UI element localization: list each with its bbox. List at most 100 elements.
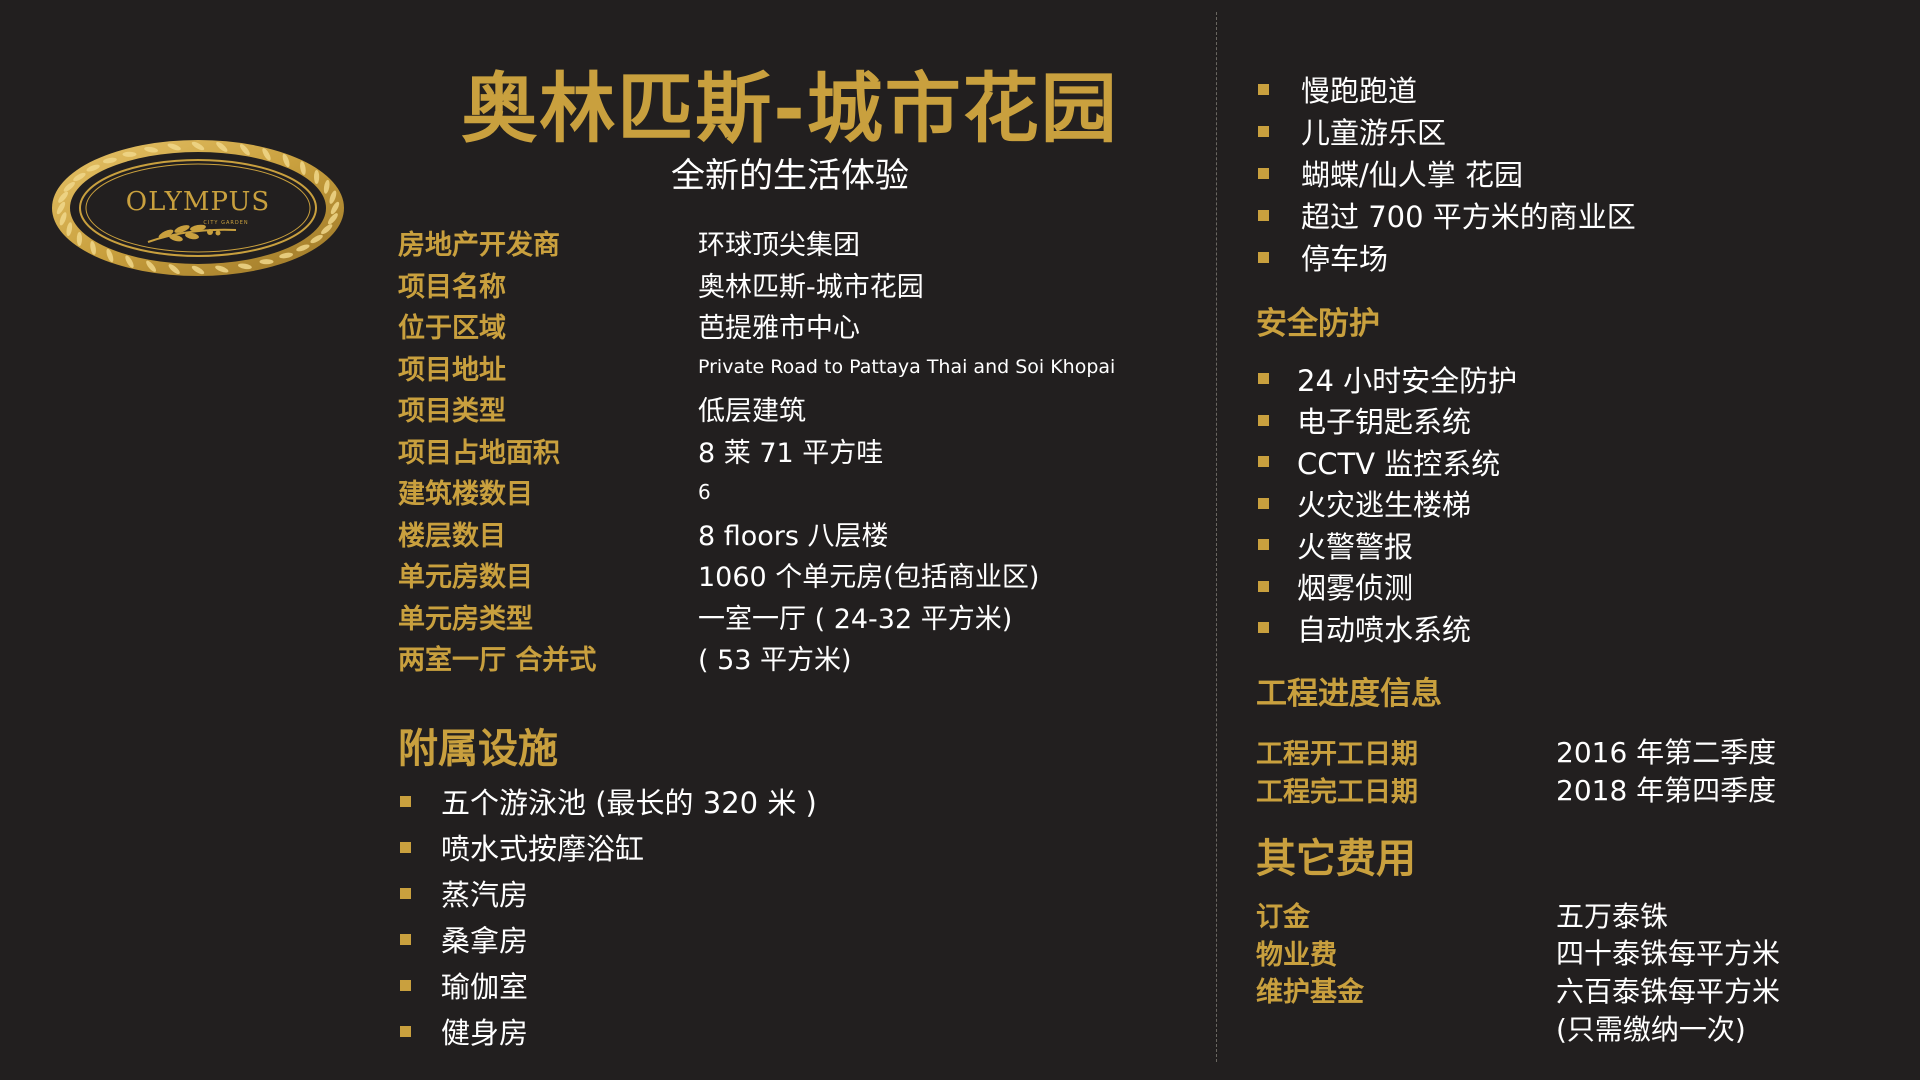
progress-label: 工程开工日期 bbox=[1256, 738, 1418, 770]
laurel-leaf bbox=[125, 255, 134, 268]
bullet-icon bbox=[400, 795, 411, 807]
olympus-logo: OLYMPUS CITY GARDEN bbox=[48, 136, 348, 281]
laurel-leaf bbox=[76, 232, 83, 246]
bullet-icon bbox=[400, 933, 411, 945]
laurel-leaf bbox=[237, 263, 252, 270]
info-label: 两室一厅 合并式 bbox=[398, 645, 597, 677]
list-item: 电子钥匙系统 bbox=[1258, 400, 1517, 442]
laurel-leaf bbox=[329, 190, 337, 204]
page-subtitle: 全新的生活体验 bbox=[671, 156, 909, 196]
fees-table: 订金 五万泰铢 物业费 四十泰铢每平方米 维护基金 六百泰铢每平方米 bbox=[1256, 896, 1780, 1009]
progress-value: 2016 年第二季度 bbox=[1556, 736, 1777, 769]
laurel-leaf bbox=[59, 212, 67, 226]
logo-tagline-text: CITY GARDEN bbox=[203, 220, 248, 226]
laurel-leaf bbox=[191, 141, 205, 151]
info-value: 8 floors 八层楼 bbox=[698, 520, 889, 552]
amenity-text: 停车场 bbox=[1301, 242, 1389, 276]
security-text: 自动喷水系统 bbox=[1297, 612, 1472, 647]
list-item: CCTV 监控系统 bbox=[1258, 441, 1517, 483]
laurel-leaf bbox=[167, 143, 181, 151]
info-label: 位于区域 bbox=[398, 313, 506, 345]
info-value: 6 bbox=[698, 479, 711, 504]
progress-label: 工程完工日期 bbox=[1256, 776, 1418, 808]
laurel-leaf bbox=[327, 213, 338, 225]
list-item: 瑜伽室 bbox=[400, 962, 817, 1008]
laurel-leaf bbox=[259, 259, 274, 265]
list-item: 烟雾侦测 bbox=[1258, 566, 1517, 608]
progress-heading: 工程进度信息 bbox=[1256, 676, 1442, 712]
info-value: 芭提雅市中心 bbox=[698, 313, 860, 345]
fee-label: 维护基金 bbox=[1256, 977, 1364, 1009]
info-label: 房地产开发商 bbox=[398, 230, 560, 262]
laurel-leaf bbox=[56, 201, 66, 215]
info-row-land-area: 项目占地面积 8 莱 71 平方哇 bbox=[398, 430, 1198, 472]
progress-row-start: 工程开工日期 2016 年第二季度 bbox=[1256, 732, 1776, 770]
bullet-icon bbox=[400, 1025, 411, 1037]
facility-text: 瑜伽室 bbox=[441, 970, 529, 1004]
bullet-icon bbox=[1258, 414, 1269, 426]
bullet-icon bbox=[1258, 167, 1269, 179]
laurel-leaf bbox=[63, 181, 75, 192]
laurel-leaf bbox=[216, 141, 228, 152]
facilities-heading: 附属设施 bbox=[398, 726, 558, 772]
bullet-icon bbox=[1258, 209, 1269, 221]
info-row-buildings: 建筑楼数目 6 bbox=[398, 471, 1198, 513]
info-row-address: 项目地址 Private Road to Pattaya Thai and So… bbox=[398, 347, 1198, 389]
bullet-icon bbox=[400, 841, 411, 853]
info-label: 项目占地面积 bbox=[398, 437, 560, 469]
progress-value: 2018 年第四季度 bbox=[1556, 774, 1777, 807]
laurel-leaf bbox=[279, 252, 294, 259]
laurel-leaf bbox=[146, 260, 157, 272]
bullet-icon bbox=[1258, 497, 1269, 509]
progress-row-end: 工程完工日期 2018 年第四季度 bbox=[1256, 770, 1776, 808]
laurel-leaf bbox=[296, 244, 310, 252]
list-item: 慢跑跑道 bbox=[1258, 68, 1636, 110]
list-item: 蒸汽房 bbox=[400, 870, 817, 916]
logo-brand-text: OLYMPUS bbox=[126, 187, 270, 217]
laurel-wreath-icon: OLYMPUS CITY GARDEN bbox=[52, 140, 344, 276]
fee-value: 五万泰铢 bbox=[1556, 899, 1669, 933]
laurel-leaf bbox=[86, 164, 100, 172]
info-label: 单元房数目 bbox=[398, 562, 533, 594]
fees-note: (只需缴纳一次) bbox=[1556, 1013, 1746, 1046]
bullet-icon bbox=[400, 887, 411, 899]
security-text: CCTV 监控系统 bbox=[1297, 446, 1501, 481]
bullet-icon bbox=[400, 979, 411, 991]
info-label: 楼层数目 bbox=[398, 520, 506, 552]
bullet-icon bbox=[1258, 83, 1269, 95]
info-value: Private Road to Pattaya Thai and Soi Kho… bbox=[698, 356, 1116, 379]
amenity-text: 超过 700 平方米的商业区 bbox=[1301, 200, 1636, 234]
laurel-leaf bbox=[144, 146, 159, 153]
laurel-leaf bbox=[73, 172, 86, 182]
facility-text: 健身房 bbox=[441, 1016, 529, 1050]
info-row-units: 单元房数目 1060 个单元房(包括商业区) bbox=[398, 554, 1198, 596]
info-label: 项目类型 bbox=[398, 396, 506, 428]
fees-heading: 其它费用 bbox=[1256, 836, 1416, 882]
list-item: 桑拿房 bbox=[400, 916, 817, 962]
facility-text: 喷水式按摩浴缸 bbox=[441, 832, 645, 866]
fee-label: 物业费 bbox=[1256, 939, 1337, 971]
fees-row-management: 物业费 四十泰铢每平方米 bbox=[1256, 934, 1780, 972]
laurel-leaf bbox=[323, 179, 330, 194]
bullet-icon bbox=[1258, 456, 1269, 468]
info-value: 环球顶尖集团 bbox=[698, 230, 860, 262]
laurel-leaf bbox=[106, 248, 114, 263]
fee-value: 六百泰铢每平方米 bbox=[1556, 974, 1781, 1008]
list-item: 健身房 bbox=[400, 1008, 817, 1054]
info-label: 建筑楼数目 bbox=[398, 479, 533, 511]
facility-text: 桑拿房 bbox=[441, 924, 529, 958]
security-heading: 安全防护 bbox=[1256, 306, 1380, 342]
info-label: 项目地址 bbox=[398, 354, 506, 386]
list-item: 超过 700 平方米的商业区 bbox=[1258, 194, 1636, 236]
laurel-leaf bbox=[310, 234, 323, 244]
laurel-leaf bbox=[102, 157, 117, 164]
info-row-unit-type: 单元房类型 一室一厅 ( 24-32 平方米) bbox=[398, 596, 1198, 638]
laurel-leaf bbox=[191, 265, 205, 275]
amenities-list: 慢跑跑道 儿童游乐区 蝴蝶/仙人掌 花园 超过 700 平方米的商业区 停车场 bbox=[1258, 68, 1636, 278]
bullet-icon bbox=[1258, 622, 1269, 634]
fee-label: 订金 bbox=[1256, 902, 1310, 934]
info-value: 一室一厅 ( 24-32 平方米) bbox=[698, 603, 1013, 635]
list-item: 火灾逃生楼梯 bbox=[1258, 483, 1517, 525]
info-value: ( 53 平方米) bbox=[698, 645, 852, 677]
fee-value: 四十泰铢每平方米 bbox=[1556, 937, 1781, 971]
